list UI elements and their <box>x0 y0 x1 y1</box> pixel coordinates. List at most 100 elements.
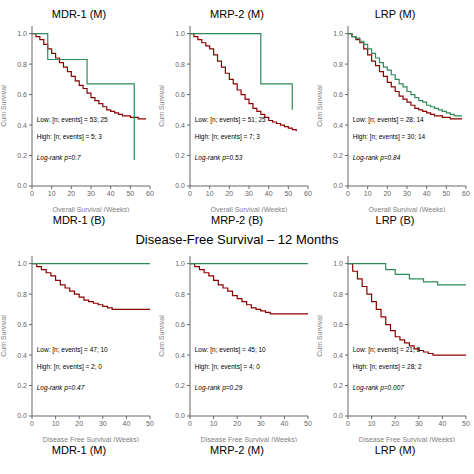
svg-text:1.0: 1.0 <box>333 30 343 37</box>
svg-text:Cum Survival: Cum Survival <box>316 85 323 127</box>
html-text:MDR-1 (B): MDR-1 (B) <box>52 214 106 226</box>
svg-text:30: 30 <box>415 420 423 427</box>
svg-text:0.6: 0.6 <box>333 91 343 98</box>
svg-text:Cum Survival: Cum Survival <box>158 85 165 127</box>
svg-text:0.2: 0.2 <box>175 382 185 389</box>
svg-text:10: 10 <box>48 190 56 197</box>
svg-text:Cum Survival: Cum Survival <box>316 315 323 357</box>
svg-text:20: 20 <box>225 190 233 197</box>
svg-text:10: 10 <box>364 190 372 197</box>
html-text:Low: [n; events] = 51; 25: Low: [n; events] = 51; 25 <box>194 115 266 123</box>
svg-text:20: 20 <box>233 420 241 427</box>
svg-text:0.8: 0.8 <box>333 291 343 298</box>
svg-text:0.6: 0.6 <box>175 321 185 328</box>
svg-text:20: 20 <box>383 190 391 197</box>
svg-text:0.6: 0.6 <box>17 321 27 328</box>
html-text:MDR-1 (M): MDR-1 (M) <box>51 8 107 20</box>
svg-text:0.8: 0.8 <box>175 61 185 68</box>
svg-text:0.8: 0.8 <box>17 291 27 298</box>
svg-text:60: 60 <box>146 190 154 197</box>
svg-text:40: 40 <box>281 420 289 427</box>
svg-text:50: 50 <box>126 190 134 197</box>
svg-text:60: 60 <box>462 190 466 197</box>
svg-text:30: 30 <box>403 190 411 197</box>
svg-text:0.2: 0.2 <box>333 382 343 389</box>
svg-text:0.0: 0.0 <box>175 412 185 419</box>
svg-text:0.2: 0.2 <box>17 152 27 159</box>
svg-text:0.0: 0.0 <box>175 182 185 189</box>
svg-text:1.0: 1.0 <box>175 30 185 37</box>
svg-text:0: 0 <box>188 190 192 197</box>
svg-text:0: 0 <box>346 420 350 427</box>
svg-text:0.0: 0.0 <box>17 182 27 189</box>
svg-text:30: 30 <box>245 190 253 197</box>
svg-text:0.4: 0.4 <box>333 352 343 359</box>
svg-text:0.6: 0.6 <box>333 321 343 328</box>
svg-text:10: 10 <box>368 420 376 427</box>
svg-text:60: 60 <box>304 190 312 197</box>
html-text:High: [n; events] = 5; 3: High: [n; events] = 5; 3 <box>36 133 102 141</box>
svg-text:40: 40 <box>265 190 273 197</box>
svg-text:50: 50 <box>304 420 312 427</box>
svg-text:1.0: 1.0 <box>17 260 27 267</box>
svg-text:20: 20 <box>67 190 75 197</box>
svg-text:0.8: 0.8 <box>333 61 343 68</box>
svg-text:50: 50 <box>442 190 450 197</box>
html-text:Disease-Free Survival – 12 Mon: Disease-Free Survival – 12 Months <box>135 232 339 247</box>
svg-text:0.6: 0.6 <box>17 91 27 98</box>
svg-text:0: 0 <box>188 420 192 427</box>
html-text:MRP-2 (B): MRP-2 (B) <box>211 214 263 226</box>
svg-text:40: 40 <box>439 420 447 427</box>
svg-text:20: 20 <box>391 420 399 427</box>
svg-text:0: 0 <box>346 190 350 197</box>
svg-text:10: 10 <box>52 420 60 427</box>
svg-text:0: 0 <box>30 420 34 427</box>
svg-text:Disease Free Survival (Weeks): Disease Free Survival (Weeks) <box>43 436 139 442</box>
svg-text:1.0: 1.0 <box>175 260 185 267</box>
svg-text:0.4: 0.4 <box>175 122 185 129</box>
html-text:LRP (B): LRP (B) <box>375 214 415 226</box>
svg-text:40: 40 <box>107 190 115 197</box>
svg-text:0.4: 0.4 <box>17 122 27 129</box>
svg-text:50: 50 <box>462 420 466 427</box>
svg-text:0.2: 0.2 <box>17 382 27 389</box>
svg-text:10: 10 <box>206 190 214 197</box>
svg-text:0.4: 0.4 <box>17 352 27 359</box>
html-text:Low: [n; events] = 53; 25: Low: [n; events] = 53; 25 <box>36 115 108 123</box>
svg-text:20: 20 <box>75 420 83 427</box>
svg-text:40: 40 <box>123 420 131 427</box>
svg-text:1.0: 1.0 <box>333 260 343 267</box>
html-text:High: [n; events] = 7; 3: High: [n; events] = 7; 3 <box>194 133 260 141</box>
svg-text:0.2: 0.2 <box>175 152 185 159</box>
svg-text:0.6: 0.6 <box>175 91 185 98</box>
svg-text:0.2: 0.2 <box>333 152 343 159</box>
svg-text:0.0: 0.0 <box>333 182 343 189</box>
svg-text:0.8: 0.8 <box>175 291 185 298</box>
html-text:LRP (M): LRP (M) <box>374 444 416 456</box>
svg-text:0.0: 0.0 <box>17 412 27 419</box>
svg-text:1.0: 1.0 <box>17 30 27 37</box>
svg-text:Disease Free Survival (Weeks): Disease Free Survival (Weeks) <box>201 436 297 442</box>
svg-text:Cum Survival: Cum Survival <box>158 315 165 357</box>
svg-text:0: 0 <box>30 190 34 197</box>
html-text:Low: [n; events] = 28; 14: Low: [n; events] = 28; 14 <box>352 115 424 123</box>
svg-text:Overall Survival (Weeks): Overall Survival (Weeks) <box>211 206 288 212</box>
svg-text:Overall Survival (Weeks): Overall Survival (Weeks) <box>369 206 446 212</box>
svg-text:0.0: 0.0 <box>333 412 343 419</box>
svg-text:30: 30 <box>87 190 95 197</box>
html-text:MRP-2 (M): MRP-2 (M) <box>210 444 264 456</box>
html-text:MDR-1 (M): MDR-1 (M) <box>51 444 107 456</box>
svg-text:30: 30 <box>257 420 265 427</box>
svg-text:0.8: 0.8 <box>17 61 27 68</box>
svg-text:50: 50 <box>284 190 292 197</box>
svg-text:0.4: 0.4 <box>333 122 343 129</box>
svg-text:0.4: 0.4 <box>175 352 185 359</box>
svg-text:Disease Free Survival (Weeks): Disease Free Survival (Weeks) <box>359 436 455 442</box>
svg-text:40: 40 <box>423 190 431 197</box>
html-text:MRP-2 (M): MRP-2 (M) <box>210 8 264 20</box>
svg-text:Overall Survival (Weeks): Overall Survival (Weeks) <box>53 206 130 212</box>
html-text:LRP (M): LRP (M) <box>374 8 416 20</box>
svg-text:10: 10 <box>210 420 218 427</box>
svg-text:50: 50 <box>146 420 154 427</box>
svg-text:30: 30 <box>99 420 107 427</box>
